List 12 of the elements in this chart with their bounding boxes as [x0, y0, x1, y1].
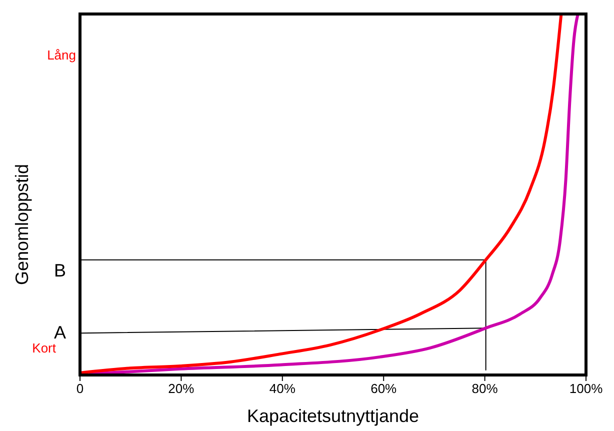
text: A [54, 322, 66, 342]
x-tick-label: 40% [269, 381, 296, 396]
x-axis-title: Kapacitetsutnyttjande [246, 406, 420, 426]
x-tick-label: 0 [76, 381, 84, 396]
y-axis-title: Genomloppstid [12, 164, 32, 286]
x-tick-label: 80% [472, 381, 498, 396]
x-tick-label: 20% [168, 381, 195, 396]
x-tick-label: 60% [370, 381, 398, 396]
text: B [54, 260, 66, 280]
x-tick-label: 100% [569, 381, 604, 396]
text: Kort [32, 340, 56, 356]
text: Lång [47, 48, 76, 63]
